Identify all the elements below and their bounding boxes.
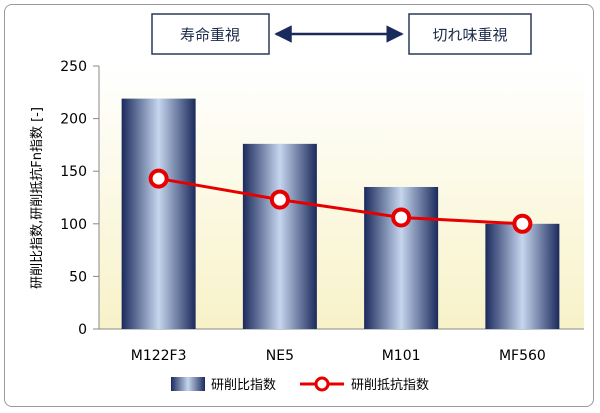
line-point-mf560 (512, 213, 533, 234)
sharpness-priority-label: 切れ味重視 (432, 26, 507, 44)
x-tick-label: NE5 (266, 348, 294, 364)
line-point-m101 (391, 207, 412, 228)
legend: 研削比指数 研削抵抗指数 (171, 376, 429, 393)
y-tick-label: 150 (60, 164, 87, 180)
y-tick-label: 250 (60, 59, 87, 75)
x-tick-label: M101 (382, 348, 421, 364)
bar-ne5 (242, 143, 317, 329)
legend-line-label: 研削抵抗指数 (351, 378, 429, 393)
sharpness-priority-box: 切れ味重視 (408, 13, 532, 55)
x-axis: M122F3 NE5 M101 MF560 (131, 348, 546, 364)
bar-m122f3 (121, 98, 196, 329)
legend-bar-label: 研削比指数 (211, 378, 276, 393)
y-tick-label: 0 (78, 322, 87, 338)
line-point-ne5 (269, 189, 290, 210)
y-axis-label: 研削比指数,研削抵抗Fn指数 [-] (30, 107, 45, 289)
x-tick-label: MF560 (499, 348, 546, 364)
bar-mf560 (485, 223, 560, 329)
line-series (148, 168, 533, 234)
y-tick-label: 200 (60, 112, 87, 128)
y-tick-label: 50 (69, 269, 87, 285)
legend-line-marker (314, 376, 330, 392)
grinding-resistance-line (158, 177, 523, 226)
lifespan-priority-label: 寿命重視 (180, 26, 240, 44)
legend-bar-swatch (171, 377, 205, 391)
line-point-m122f3 (148, 168, 169, 189)
y-tick-label: 100 (60, 217, 87, 233)
lifespan-priority-box: 寿命重視 (151, 13, 270, 55)
x-tick-label: M122F3 (131, 348, 187, 364)
